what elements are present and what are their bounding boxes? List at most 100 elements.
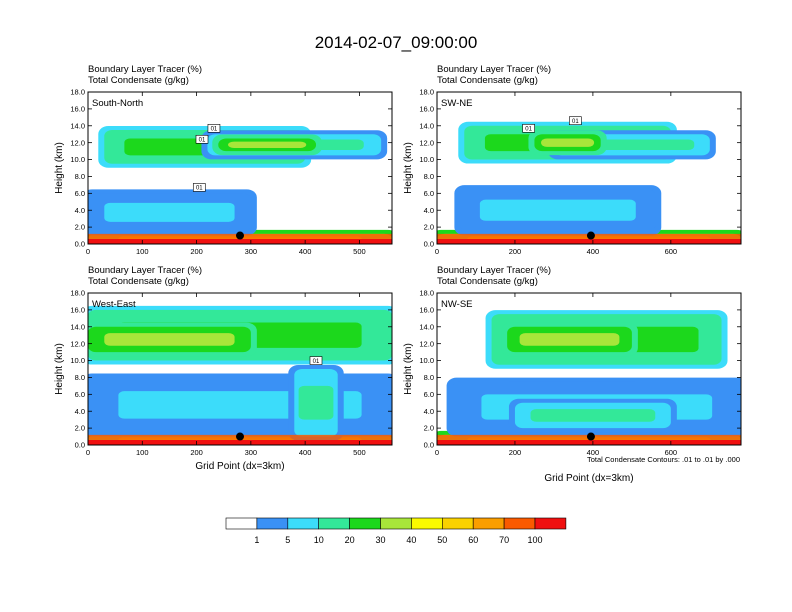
heatmap-field [437, 92, 741, 244]
y-tick-label: 8.0 [75, 172, 85, 181]
x-tick-label: 0 [435, 448, 439, 457]
figure-title: 2014-02-07_09:00:00 [315, 33, 478, 52]
condensate-band-core [519, 333, 620, 346]
colorbar-swatch [287, 517, 319, 530]
heatmap-field [437, 293, 741, 445]
y-tick-label: 16.0 [419, 305, 434, 314]
y-tick-label: 12.0 [419, 339, 434, 348]
surface-layer [437, 238, 741, 244]
location-marker [586, 432, 595, 441]
y-tick-label: 2.0 [424, 424, 434, 433]
y-tick-label: 18.0 [419, 289, 434, 298]
x-tick-label: 300 [245, 247, 258, 256]
colorbar-swatch [411, 517, 443, 530]
x-tick-label: 300 [245, 448, 258, 457]
x-tick-label: 200 [509, 247, 522, 256]
y-tick-label: 4.0 [75, 407, 85, 416]
x-tick-label: 100 [136, 448, 149, 457]
x-tick-label: 400 [299, 247, 312, 256]
contour-label-box [569, 116, 582, 126]
y-tick-label: 8.0 [75, 373, 85, 382]
colorbar-swatch [441, 517, 474, 530]
y-tick-label: 0.0 [75, 441, 85, 450]
y-tick-label: 6.0 [75, 189, 85, 198]
panel-line1: Boundary Layer Tracer (%) [88, 265, 202, 276]
plot-frame [87, 91, 393, 245]
location-marker [236, 432, 244, 441]
condensate-band-core [228, 141, 307, 148]
panel-west-east: 01 West-East Boundary Layer Tracer (%)Tota… [54, 265, 393, 472]
colorbar: 1 5 10 20 30 40 50 60 70 100 [225, 517, 567, 545]
heatmap-field [88, 92, 392, 244]
y-tick-label: 16.0 [70, 104, 85, 113]
x-tick-label: 200 [509, 448, 522, 457]
x-tick-label: 500 [353, 247, 366, 256]
colorbar-label: 100 [527, 535, 542, 545]
y-tick-label: 10.0 [419, 356, 434, 365]
colorbar-swatch [472, 517, 505, 530]
y-tick-label: 2.0 [75, 424, 85, 433]
y-tick-label: 4.0 [75, 206, 85, 215]
y-tick-label: 12.0 [70, 339, 85, 348]
x-tick-label: 400 [587, 448, 600, 457]
x-tick-label: 0 [435, 247, 439, 256]
y-tick-label: 4.0 [424, 206, 434, 215]
y-axis-title: Height (km) [54, 343, 65, 395]
surface-layer [88, 238, 392, 244]
y-tick-label: 18.0 [419, 88, 434, 97]
colorbar-swatch [225, 517, 258, 530]
colorbar-swatch [503, 517, 536, 530]
colorbar-label: 5 [285, 535, 290, 545]
panel-label: South-North [92, 98, 143, 109]
y-tick-label: 2.0 [424, 223, 434, 232]
x-axis-title: Grid Point (dx=3km) [195, 461, 284, 472]
y-tick-label: 8.0 [424, 172, 434, 181]
y-tick-label: 18.0 [70, 289, 85, 298]
y-tick-label: 0.0 [424, 240, 434, 249]
y-tick-label: 14.0 [419, 121, 434, 130]
contour-label: 01 [211, 127, 218, 133]
contour-label-box [522, 124, 535, 133]
x-tick-label: 200 [190, 247, 203, 256]
colorbar-swatch [380, 517, 412, 530]
plot-frame [87, 292, 393, 446]
location-marker [236, 231, 244, 240]
y-axis-title: Height (km) [403, 142, 414, 194]
panel-label: NW-SE [441, 299, 473, 310]
contour-label: 01 [199, 137, 206, 143]
heatmap-field [88, 293, 392, 445]
panel-sw-ne: 01 01 SW-NE Boundary Layer Tracer (%)Total … [403, 64, 742, 256]
panel-label: SW-NE [441, 98, 473, 109]
colorbar-label: 10 [314, 535, 324, 545]
colorbar-label: 20 [345, 535, 355, 545]
y-tick-label: 6.0 [75, 390, 85, 399]
x-tick-label: 600 [665, 247, 678, 256]
x-tick-label: 200 [190, 448, 203, 457]
panel-line2: Total Condensate (g/kg) [88, 276, 189, 287]
surface-layer [88, 439, 392, 445]
x-tick-label: 0 [86, 448, 90, 457]
condensate-band-core [104, 202, 235, 222]
colorbar-label: 40 [406, 535, 416, 545]
y-tick-label: 0.0 [75, 240, 85, 249]
contour-label: 01 [313, 359, 320, 365]
condensate-band-core [104, 333, 235, 346]
contour-label: 01 [196, 186, 203, 192]
plot-frame [436, 292, 742, 446]
colorbar-label: 60 [468, 535, 478, 545]
y-tick-label: 6.0 [424, 390, 434, 399]
x-tick-label: 600 [665, 448, 678, 457]
panel-label: West-East [92, 299, 136, 310]
x-tick-label: 0 [86, 247, 90, 256]
colorbar-swatch [318, 517, 350, 530]
surface-layer [437, 439, 741, 445]
colorbar-label: 50 [437, 535, 447, 545]
contour-label: 01 [525, 127, 532, 133]
y-tick-label: 2.0 [75, 223, 85, 232]
contour-label-box [192, 183, 206, 192]
y-tick-label: 14.0 [70, 121, 85, 130]
y-tick-label: 18.0 [70, 88, 85, 97]
condensate-band-core [298, 385, 334, 420]
